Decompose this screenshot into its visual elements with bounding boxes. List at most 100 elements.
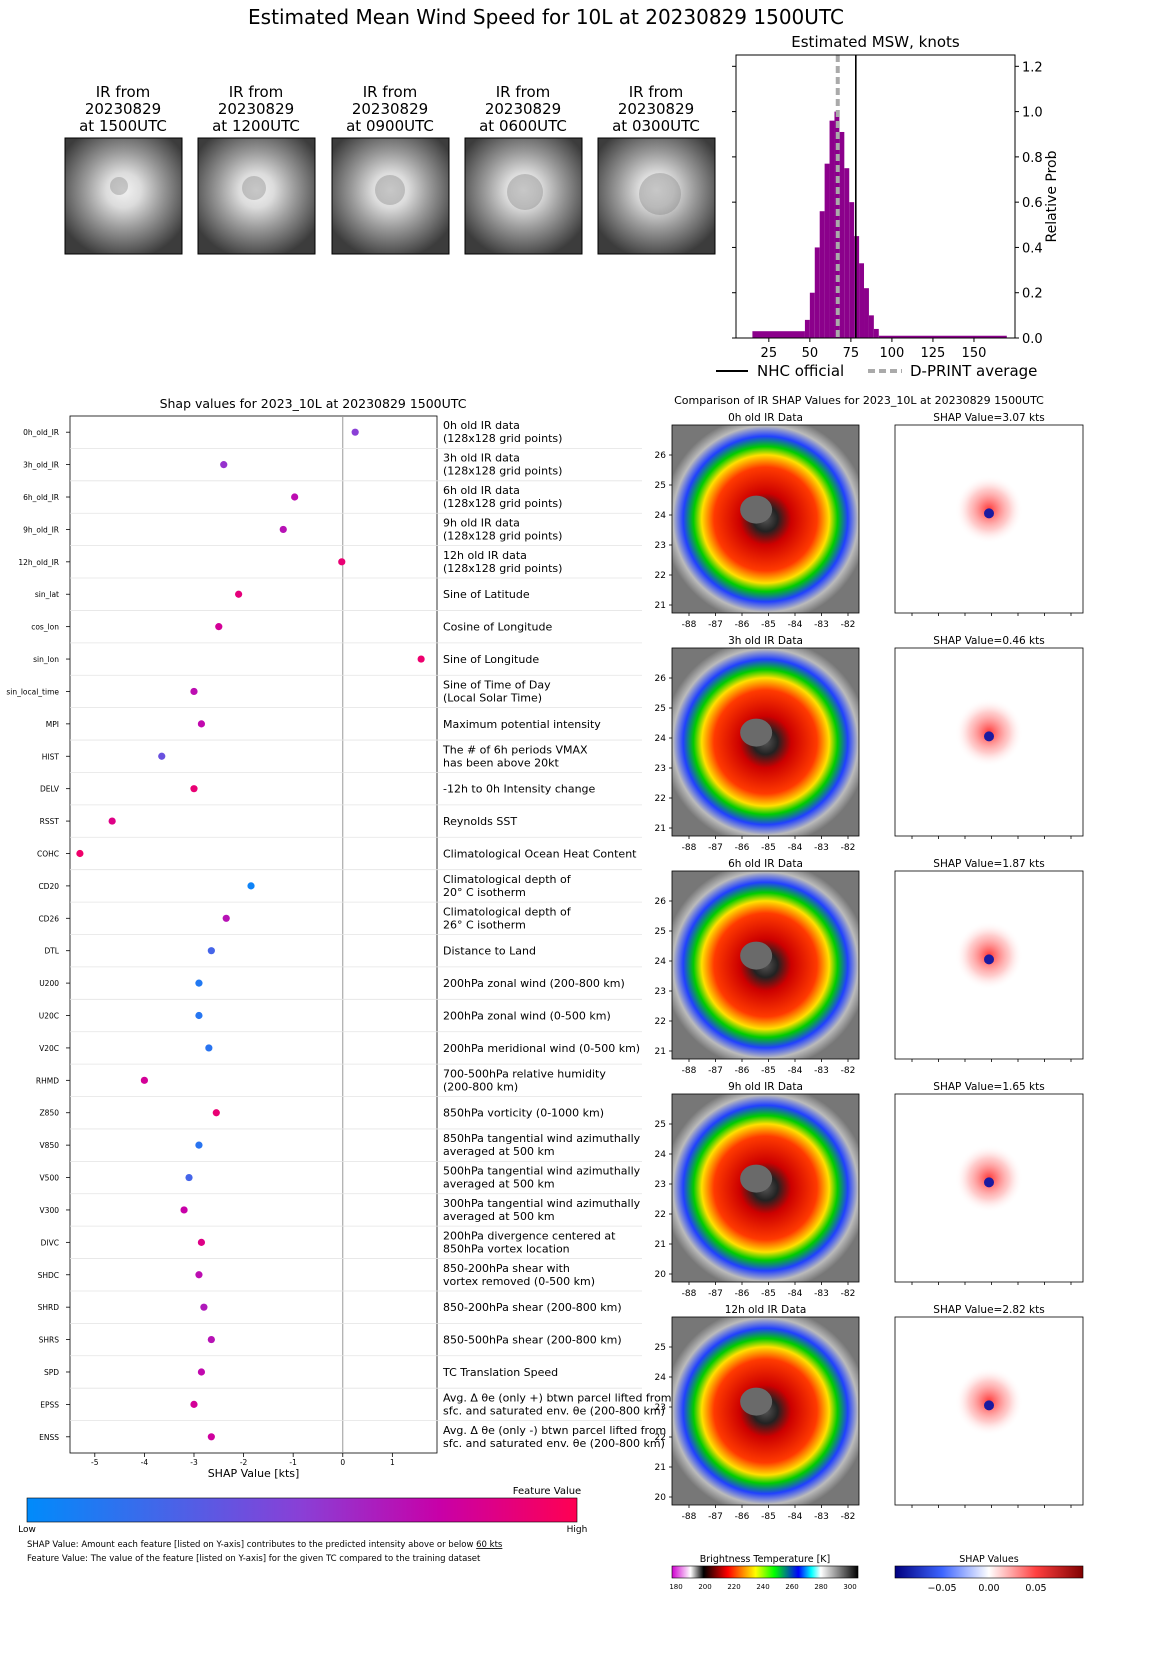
shap-feature-desc-line1: Climatological depth of xyxy=(443,905,572,918)
shap-point xyxy=(207,947,215,955)
shap-point xyxy=(417,655,425,663)
ir-y-tick-label: 24 xyxy=(655,1373,667,1383)
shap-feature-desc: Cosine of Longitude xyxy=(443,621,552,634)
shap-scatter-plot: Shap values for 2023_10L at 20230829 150… xyxy=(6,396,671,1480)
shap-feature-desc-line2: (128x128 grid points) xyxy=(443,497,562,510)
ir-x-tick-label: -86 xyxy=(735,1512,750,1522)
shap-point xyxy=(197,720,206,728)
ir-panel-title: 6h old IR Data xyxy=(728,858,803,870)
ir-y-tick-label: 25 xyxy=(655,1120,666,1130)
shap-point xyxy=(195,1011,203,1020)
shap-feature-code: V500 xyxy=(40,1174,60,1183)
comparison-title: Comparison of IR SHAP Values for 2023_10… xyxy=(674,394,1044,407)
ir-x-tick-label: -82 xyxy=(841,1066,856,1076)
shap-point xyxy=(222,914,230,922)
thumb-label-line3: at 0300UTC xyxy=(612,117,700,135)
shap-feature-code: sin_lon xyxy=(33,655,59,664)
shap-x-tick-label: -5 xyxy=(91,1458,99,1467)
histogram-bar xyxy=(878,335,1007,338)
shap-point xyxy=(205,1044,213,1052)
ir-thumbnail-image xyxy=(597,137,716,255)
footnote-feature: Feature Value: The value of the feature … xyxy=(27,1554,481,1564)
shap-feature-desc-line2: (200-800 km) xyxy=(443,1080,518,1093)
shap-point xyxy=(76,849,84,858)
shap-point xyxy=(351,428,359,436)
ir-y-tick-label: 24 xyxy=(655,734,667,744)
shap-point xyxy=(190,785,198,793)
shap-feature-code: CD26 xyxy=(38,914,59,923)
ir-panel-title: 9h old IR Data xyxy=(728,1081,803,1093)
ir-x-tick-label: -84 xyxy=(788,843,803,853)
ir-thumbnail-image xyxy=(464,137,583,255)
ir-x-tick-label: -88 xyxy=(682,1289,697,1299)
ir-x-tick-label: -86 xyxy=(735,1289,750,1299)
ir-y-tick-label: 20 xyxy=(655,1493,667,1503)
ir-x-tick-label: -84 xyxy=(788,1066,803,1076)
shap-feature-desc: 200hPa zonal wind (200-800 km) xyxy=(443,977,625,990)
shap-point xyxy=(195,979,203,987)
shap-feature-code: U20C xyxy=(39,1012,59,1021)
bt-colorbar-tick-label: 220 xyxy=(727,1583,740,1591)
shap-feature-code: DELV xyxy=(40,785,60,794)
ir-y-tick-label: 22 xyxy=(655,1433,666,1443)
shap-feature-desc-line1: 850hPa tangential wind azimuthally xyxy=(443,1132,641,1145)
ir-panel-frame xyxy=(671,1093,860,1283)
shap-feature-desc-line2: averaged at 500 km xyxy=(443,1178,555,1191)
bt-colorbar-tick-label: 180 xyxy=(669,1583,682,1591)
shap-point xyxy=(338,558,346,566)
shap-feature-code: HIST xyxy=(42,752,60,761)
ir-x-tick-label: -88 xyxy=(682,1066,697,1076)
thumb-label-line2: 20230829 xyxy=(218,100,294,118)
thumb-label-line1: IR from xyxy=(229,83,284,101)
ir-x-tick-label: -87 xyxy=(708,1289,723,1299)
ir-panel-frame xyxy=(671,424,860,614)
shap-feature-code: U200 xyxy=(39,979,59,988)
shap-point xyxy=(195,1271,203,1279)
ir-x-tick-label: -82 xyxy=(841,620,856,630)
ir-x-tick-label: -83 xyxy=(814,620,829,630)
shap-feature-desc-line1: 200hPa divergence centered at xyxy=(443,1229,616,1242)
ir-x-tick-label: -87 xyxy=(708,843,723,853)
histogram-x-tick-label: 125 xyxy=(921,346,946,361)
ir-x-tick-label: -86 xyxy=(735,620,750,630)
shap-plot-title: Shap values for 2023_10L at 20230829 150… xyxy=(160,396,467,411)
ir-x-tick-label: -88 xyxy=(682,620,697,630)
ir-panel-title: 12h old IR Data xyxy=(725,1304,807,1316)
histogram-x-tick-label: 100 xyxy=(879,346,904,361)
shap-x-tick-label: 1 xyxy=(390,1458,395,1467)
thumb-label-line2: 20230829 xyxy=(618,100,694,118)
ir-shap-comparison: Comparison of IR SHAP Values for 2023_10… xyxy=(655,394,1084,1594)
shap-x-tick-label: 0 xyxy=(340,1458,345,1467)
ir-x-tick-label: -83 xyxy=(814,1512,829,1522)
shap-point xyxy=(220,461,228,469)
ir-x-tick-label: -88 xyxy=(682,1512,697,1522)
feature-value-colorbar: Feature Value Low High xyxy=(18,1486,587,1535)
ir-x-tick-label: -88 xyxy=(682,843,697,853)
shap-panel-title: SHAP Value=1.87 kts xyxy=(933,858,1044,870)
ir-y-tick-label: 25 xyxy=(655,927,666,937)
histogram-y-tick-label: 0.8 xyxy=(1022,151,1043,166)
shap-feature-desc-line1: 6h old IR data xyxy=(443,484,520,497)
ir-y-tick-label: 25 xyxy=(655,704,666,714)
histogram-bar xyxy=(824,163,830,338)
shap-feature-desc-line1: Avg. Δ θe (only -) btwn parcel lifted fr… xyxy=(443,1424,666,1437)
shap-feature-desc-line2: (128x128 grid points) xyxy=(443,432,562,445)
shap-feature-desc-line1: 300hPa tangential wind azimuthally xyxy=(443,1197,641,1210)
shap-feature-code: 12h_old_IR xyxy=(18,558,59,567)
thumb-label-line3: at 0600UTC xyxy=(479,117,567,135)
shap-feature-code: SHDC xyxy=(38,1271,59,1280)
shap-feature-desc-line1: 9h old IR data xyxy=(443,516,520,529)
shap-feature-desc-line2: sfc. and saturated env. θe (200-800 km) xyxy=(443,1437,665,1450)
shap-feature-desc-line1: 0h old IR data xyxy=(443,419,520,432)
shap-point xyxy=(158,752,166,760)
shap-colorbar-tick-label: 0.00 xyxy=(978,1583,999,1594)
shap-panel-title: SHAP Value=0.46 kts xyxy=(933,635,1044,647)
shap-feature-code: COHC xyxy=(37,849,59,858)
ir-y-tick-label: 24 xyxy=(655,957,667,967)
shap-feature-code: RHMD xyxy=(36,1076,59,1085)
histogram-y-axis-label: Relative Prob xyxy=(1044,150,1060,242)
ir-thumbnail-eye xyxy=(110,177,128,195)
shap-map-negative-core xyxy=(984,954,994,965)
shap-feature-desc-line2: 20° C isotherm xyxy=(443,886,526,899)
shap-feature-desc: Sine of Longitude xyxy=(443,653,539,666)
